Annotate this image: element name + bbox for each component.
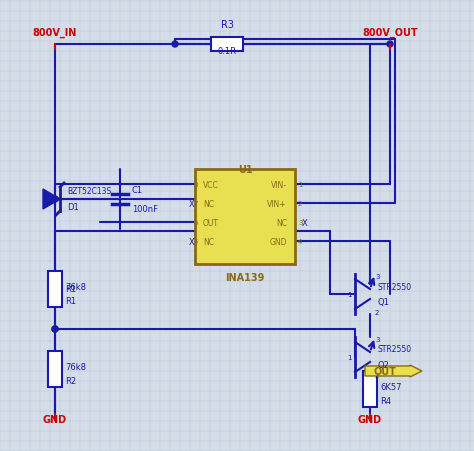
Text: VCC: VCC [203,180,219,189]
Text: R1: R1 [65,285,76,294]
Text: D1: D1 [67,203,79,212]
Bar [195,170,295,264]
Text: 1: 1 [298,182,302,188]
Text: R2: R2 [65,377,76,386]
Text: STR2550: STR2550 [378,282,412,291]
Text: X: X [189,237,195,246]
Text: 1: 1 [347,291,352,297]
Circle shape [172,42,178,48]
Text: 2: 2 [375,309,379,315]
Text: GND: GND [270,237,287,246]
Text: U1: U1 [237,165,252,175]
Text: GND: GND [358,414,382,424]
Bar [363,371,377,407]
Text: 6K57: 6K57 [380,382,401,391]
Circle shape [52,197,58,202]
Text: X: X [302,218,308,227]
Text: 2: 2 [298,201,302,207]
Polygon shape [43,189,60,210]
Text: 100nF: 100nF [132,205,158,213]
Text: NC: NC [276,218,287,227]
Text: 8: 8 [193,182,198,188]
Text: NC: NC [203,199,214,208]
Text: Q2: Q2 [378,361,390,370]
Text: OUT: OUT [374,366,396,376]
Text: OUT: OUT [203,218,219,227]
Bar [48,272,62,307]
Text: INA139: INA139 [225,272,264,282]
Text: 1: 1 [347,354,352,360]
Bar [211,38,243,52]
Text: 3: 3 [298,220,302,226]
Text: 76k8: 76k8 [65,363,86,372]
Text: BZT52C13S: BZT52C13S [67,187,111,196]
Text: 3: 3 [375,336,380,342]
Text: 3: 3 [375,273,380,279]
Text: NC: NC [203,237,214,246]
FancyArrow shape [365,365,422,377]
Text: VIN-: VIN- [271,180,287,189]
Text: STR2550: STR2550 [378,345,412,354]
Text: 7: 7 [193,201,198,207]
Text: 6: 6 [193,220,198,226]
Text: C1: C1 [132,186,143,194]
Text: 5: 5 [193,239,198,244]
Text: 4: 4 [298,239,302,244]
Bar [48,351,62,387]
Text: 800V_OUT: 800V_OUT [362,28,418,38]
Text: R1: R1 [65,297,76,306]
Text: VIN+: VIN+ [267,199,287,208]
Circle shape [387,42,393,48]
Text: Q1: Q1 [378,298,390,307]
Circle shape [52,326,58,332]
Circle shape [52,326,58,332]
Text: 76k8: 76k8 [65,283,86,292]
Text: R4: R4 [380,396,391,405]
Text: GND: GND [43,414,67,424]
Text: 0.1R: 0.1R [218,47,237,56]
Text: X: X [189,199,195,208]
Text: R3: R3 [220,20,234,30]
Text: 2: 2 [375,372,379,378]
Text: 800V_IN: 800V_IN [33,28,77,38]
Circle shape [367,368,373,374]
